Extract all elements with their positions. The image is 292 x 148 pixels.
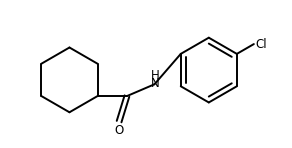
Text: N: N <box>151 77 160 90</box>
Text: H: H <box>151 69 160 82</box>
Text: Cl: Cl <box>256 38 267 51</box>
Text: O: O <box>114 124 124 137</box>
